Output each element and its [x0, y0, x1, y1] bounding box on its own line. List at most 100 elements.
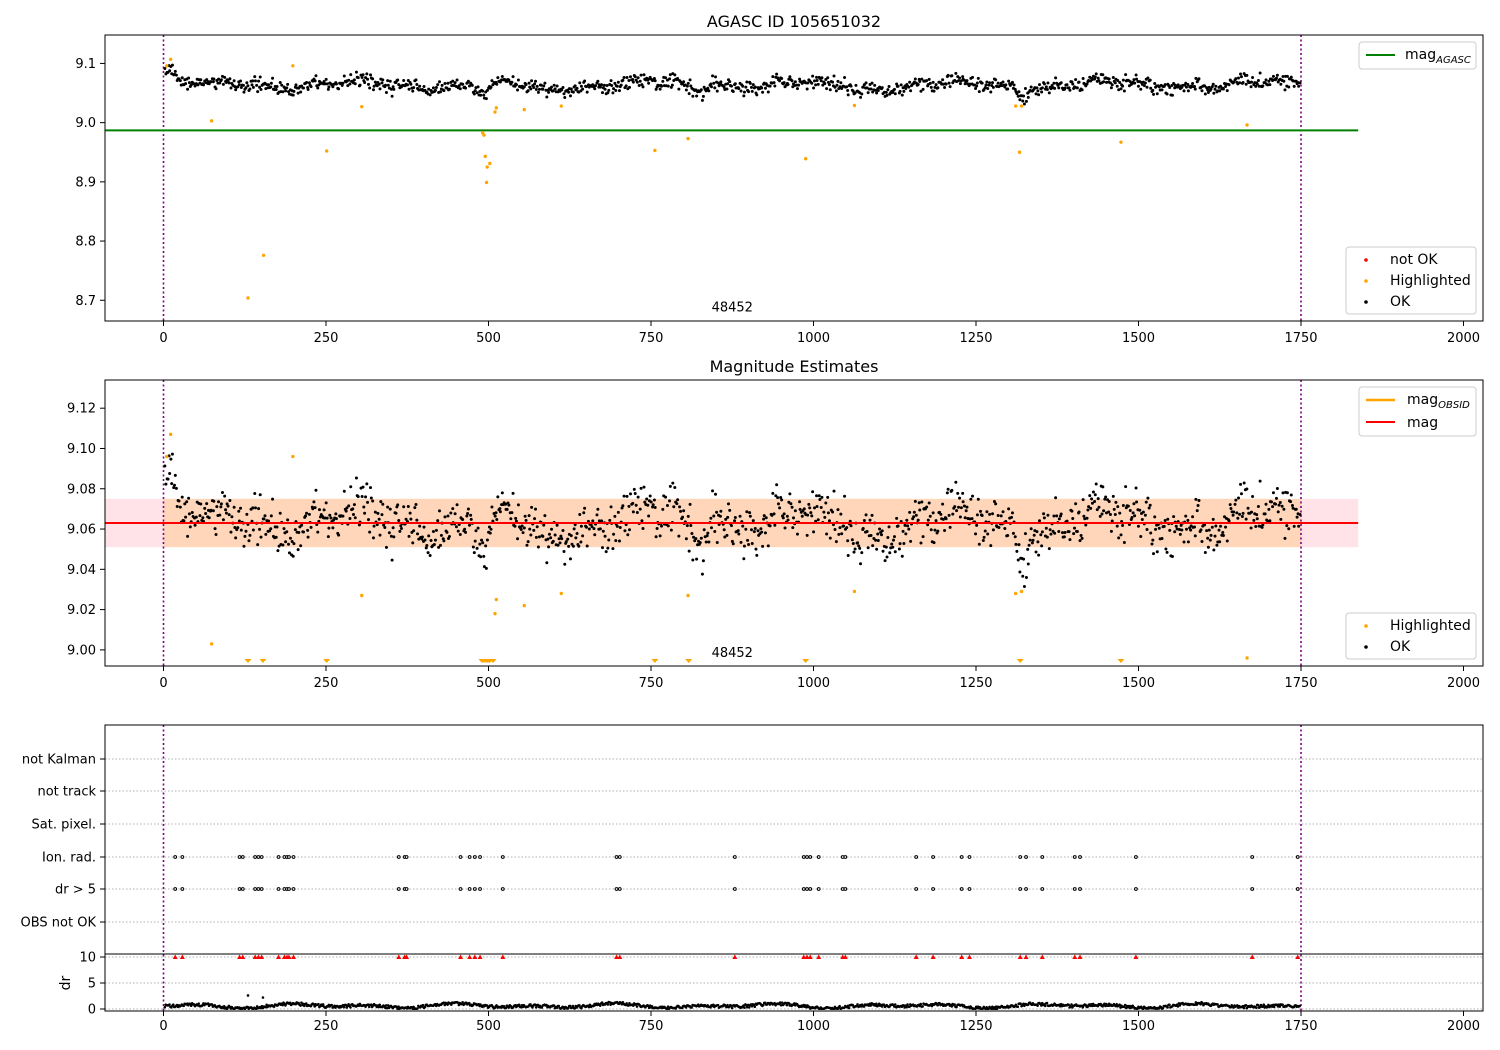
ok-point — [858, 546, 862, 550]
ok-point — [884, 90, 888, 94]
ok-point — [1097, 505, 1101, 509]
ok-point — [876, 88, 880, 92]
ok-point — [657, 84, 661, 88]
ok-point — [1162, 524, 1166, 528]
highlighted-point — [291, 454, 295, 459]
ok-point — [827, 519, 831, 523]
ok-point — [1131, 511, 1135, 515]
ok-point — [1028, 538, 1032, 542]
ok-point — [453, 81, 457, 85]
plot-area — [105, 380, 1359, 666]
ok-point — [327, 526, 331, 530]
ok-point — [791, 516, 795, 520]
ok-point — [1164, 547, 1168, 551]
dr-point — [635, 1005, 639, 1008]
flag-marker — [801, 855, 806, 859]
ok-point — [1186, 540, 1190, 544]
ok-point — [836, 508, 840, 512]
dr-outlier-marker — [967, 954, 972, 959]
dr-point — [321, 1003, 325, 1006]
ok-point — [420, 535, 424, 539]
ok-point — [285, 86, 289, 90]
highlighted-point — [488, 161, 492, 166]
ok-point — [491, 83, 495, 87]
ok-point — [378, 87, 382, 91]
ok-point — [763, 531, 767, 535]
ok-point — [397, 83, 401, 87]
ok-point — [323, 82, 327, 86]
ok-point — [636, 76, 640, 80]
highlighted-point — [522, 107, 526, 112]
ok-point — [1279, 82, 1283, 86]
ok-point — [325, 82, 329, 86]
ok-point — [1180, 528, 1184, 532]
ok-point — [985, 510, 989, 514]
ok-point — [670, 83, 674, 87]
ok-point — [979, 509, 983, 513]
ok-point — [1018, 570, 1022, 574]
ok-point — [895, 516, 899, 520]
ok-point — [687, 92, 691, 96]
ok-point — [912, 515, 916, 519]
ok-point — [187, 512, 191, 516]
clipped-low-marker — [1016, 659, 1024, 663]
ok-point — [514, 519, 518, 523]
ok-point — [902, 542, 906, 546]
dr-outlier-marker — [1023, 954, 1029, 959]
highlighted-point — [209, 119, 214, 123]
ok-point — [626, 533, 630, 537]
ok-point — [1240, 515, 1244, 519]
ok-point — [438, 543, 442, 547]
flag-marker — [287, 855, 291, 859]
dr-point — [862, 1005, 866, 1008]
ok-point — [702, 528, 706, 532]
ok-point — [516, 78, 520, 82]
ok-point — [1244, 517, 1248, 521]
ok-point — [353, 516, 357, 520]
flag-marker — [843, 887, 848, 891]
dr-point — [950, 1005, 954, 1008]
flag-marker — [478, 855, 482, 859]
ok-point — [237, 519, 241, 523]
ok-point — [348, 516, 352, 520]
ok-point — [762, 514, 766, 518]
ok-point — [1287, 85, 1291, 89]
ok-point — [567, 90, 571, 94]
ok-point — [457, 84, 461, 88]
ok-point — [234, 88, 238, 92]
ok-point — [327, 85, 331, 89]
ok-point — [641, 85, 645, 89]
ok-point — [388, 79, 392, 83]
ok-point — [839, 512, 843, 516]
ok-point — [541, 87, 545, 91]
dr-point — [446, 1003, 449, 1006]
ok-point — [761, 544, 765, 548]
ok-point — [805, 533, 809, 537]
ok-point — [817, 494, 821, 498]
ok-point — [1072, 532, 1076, 536]
ok-point — [434, 85, 438, 89]
ok-point — [379, 500, 383, 504]
ok-point — [337, 533, 341, 537]
ok-point — [577, 544, 581, 548]
ok-point — [1010, 80, 1014, 84]
ok-point — [1071, 516, 1075, 520]
ok-point — [1239, 492, 1243, 496]
dr-point — [534, 1005, 538, 1009]
ok-point — [227, 513, 231, 517]
ok-point — [259, 87, 263, 91]
ok-point — [392, 535, 396, 539]
plot-area — [105, 35, 1359, 321]
ok-point — [905, 518, 909, 522]
ok-point — [300, 523, 304, 527]
dr-point — [330, 1003, 333, 1007]
ok-point — [550, 85, 554, 89]
dr-point — [1254, 1006, 1258, 1009]
highlighted-point — [852, 103, 857, 108]
ok-point — [563, 562, 567, 566]
ok-point — [516, 88, 520, 92]
ok-point — [446, 81, 450, 85]
ok-point — [927, 501, 931, 505]
ok-point — [316, 530, 320, 534]
